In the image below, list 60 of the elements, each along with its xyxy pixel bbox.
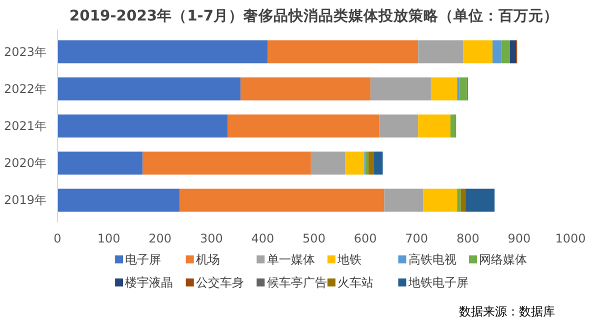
x-tick-label: 600 <box>354 232 377 246</box>
bar <box>457 188 461 212</box>
bar <box>310 152 346 175</box>
x-tick-label: 400 <box>251 232 274 246</box>
x-tick-label: 700 <box>405 232 428 246</box>
bar <box>268 40 418 64</box>
bar <box>370 77 431 100</box>
bar <box>423 188 458 212</box>
bar <box>180 188 384 212</box>
bar <box>460 188 466 212</box>
x-tick-label: 100 <box>97 232 120 246</box>
x-tick-label: 1000 <box>555 232 586 246</box>
bar <box>492 40 502 64</box>
bar <box>58 77 241 100</box>
x-tick-label: 800 <box>456 232 480 246</box>
legend-label: 地铁 <box>336 252 362 266</box>
bar <box>368 152 374 175</box>
bar <box>58 40 268 64</box>
legend-label: 高铁电视 <box>408 252 456 266</box>
legend-label: 候车亭广告 <box>266 275 327 290</box>
legend-label: 电子屏 <box>125 252 162 266</box>
bar <box>463 40 493 64</box>
bar <box>366 152 368 175</box>
bar <box>510 40 516 64</box>
legend-label: 机场 <box>196 252 220 266</box>
bar <box>465 188 495 212</box>
y-tick-label: 2019年 <box>4 193 47 208</box>
bar <box>345 152 364 175</box>
x-tick-label: 900 <box>508 232 531 246</box>
bar <box>502 40 510 64</box>
bar <box>228 114 380 138</box>
bar <box>418 40 464 64</box>
bar <box>240 77 370 100</box>
bar <box>379 114 418 138</box>
bar <box>58 188 180 212</box>
source-note: 数据来源：数据库 <box>459 304 556 319</box>
legend-label: 火车站 <box>338 275 374 290</box>
legend-label: 公交车身 <box>196 275 244 290</box>
legend-label: 网络媒体 <box>479 252 528 266</box>
legend-label: 地铁电子屏 <box>407 275 468 290</box>
bar <box>58 152 143 175</box>
bar <box>459 77 467 100</box>
y-tick-label: 2023年 <box>4 44 47 59</box>
bar <box>142 152 311 175</box>
legend-label: 楼宇液晶 <box>125 275 174 290</box>
bar <box>384 188 424 212</box>
chart-title: 2019-2023年（1-7月）奢侈品快消品类媒体投放策略（单位：百万元） <box>69 8 559 24</box>
bar <box>374 152 383 175</box>
y-tick-label: 2020年 <box>4 156 47 170</box>
y-tick-label: 2021年 <box>4 119 47 133</box>
bar <box>418 114 450 138</box>
x-tick-label: 300 <box>200 232 223 246</box>
x-tick-label: 200 <box>148 232 172 246</box>
x-tick-label: 0 <box>54 232 62 246</box>
x-tick-label: 500 <box>302 232 326 246</box>
legend-label: 单一媒体 <box>266 252 315 266</box>
bar <box>450 114 456 138</box>
y-tick-label: 2022年 <box>4 82 47 96</box>
bar <box>430 77 458 100</box>
bar <box>58 114 228 138</box>
